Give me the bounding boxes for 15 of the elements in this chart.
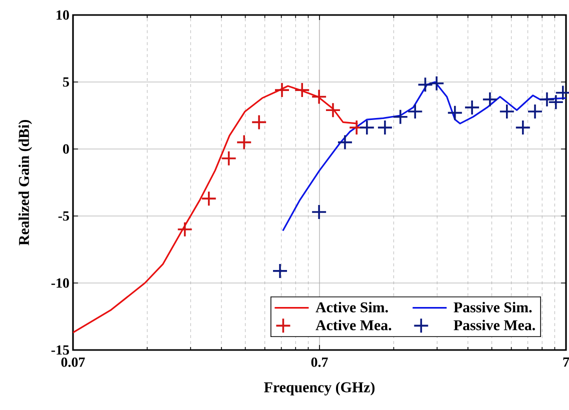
y-tick-label: -5 [58,211,69,221]
y-tick-label: 10 [56,10,69,20]
legend-label: Passive Sim. [454,302,532,312]
y-tick-label: 5 [63,77,69,87]
x-tick-label: 0.07 [61,358,85,367]
y-tick-label: 0 [63,144,69,154]
legend-label: Passive Mea. [454,320,535,330]
x-axis-title: Frequency (GHz) [264,382,375,396]
x-tick-label: 0.7 [311,358,328,367]
y-tick-label: -15 [51,345,69,355]
legend-label: Active Sim. [316,302,388,312]
y-axis-title: Realized Gain (dBi) [18,120,32,246]
y-tick-label: -10 [51,278,69,288]
x-tick-label: 7 [563,358,569,367]
legend-label: Active Mea. [316,320,392,330]
